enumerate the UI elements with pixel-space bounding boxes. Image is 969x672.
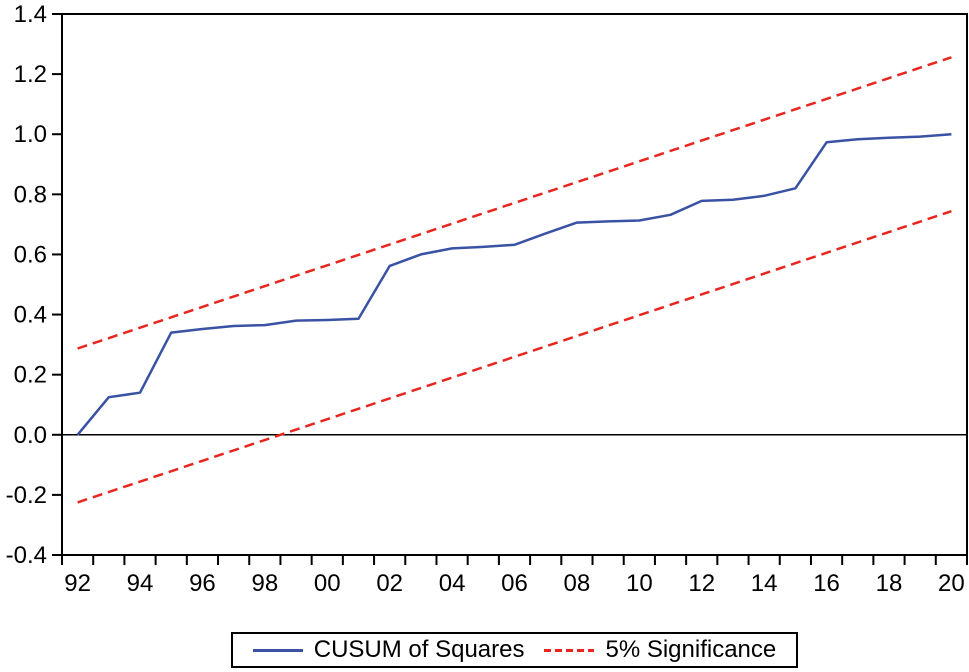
5-significance-upper-bound-line (77, 56, 952, 350)
y-tick-label: 0.4 (14, 302, 47, 329)
x-tick-label: 14 (751, 570, 778, 597)
legend: CUSUM of Squares 5% Significance (231, 632, 798, 668)
y-axis: 1.4 1.2 1.0 0.8 0.6 0.4 0.2 0.0 -0.2 -0.4 (6, 1, 62, 569)
y-tick-label: 0.0 (14, 422, 47, 449)
legend-item-cusum: CUSUM of Squares (252, 636, 525, 663)
x-tick-label: 02 (376, 570, 403, 597)
x-tick-label: 00 (314, 570, 341, 597)
x-tick-label: 94 (127, 570, 154, 597)
x-tick-label: 04 (439, 570, 466, 597)
y-tick-label: -0.2 (6, 482, 47, 509)
x-tick-label: 06 (501, 570, 528, 597)
legend-item-significance: 5% Significance (544, 638, 776, 662)
y-tick-label: 1.2 (14, 61, 47, 88)
legend-label-significance: 5% Significance (605, 636, 777, 663)
legend-label-cusum: CUSUM of Squares (313, 636, 525, 663)
x-tick-label: 92 (64, 570, 91, 597)
x-tick-label: 16 (813, 570, 840, 597)
x-tick-label: 10 (626, 570, 653, 597)
plot-border (61, 13, 968, 556)
y-tick-label: 1.0 (14, 121, 47, 148)
x-tick-label: 20 (938, 570, 965, 597)
x-tick-label: 18 (876, 570, 903, 597)
cusum-line-swatch (252, 648, 303, 652)
x-tick-label: 08 (564, 570, 591, 597)
5-significance-lower-bound-line (77, 210, 952, 504)
y-tick-label: -0.4 (6, 542, 47, 569)
significance-line-swatch (544, 648, 595, 652)
cusum-of-squares-line (76, 132, 952, 436)
x-tick-label: 12 (688, 570, 715, 597)
y-tick-label: 0.8 (14, 181, 47, 208)
y-tick-label: 0.6 (14, 241, 47, 268)
x-axis: 92 94 96 98 00 02 04 06 08 10 12 14 16 18 20 (61, 555, 968, 597)
x-tick-label: 96 (189, 570, 216, 597)
x-tick-label: 98 (251, 570, 278, 597)
y-tick-label: 1.4 (14, 1, 47, 28)
y-tick-label: 0.2 (14, 362, 47, 389)
